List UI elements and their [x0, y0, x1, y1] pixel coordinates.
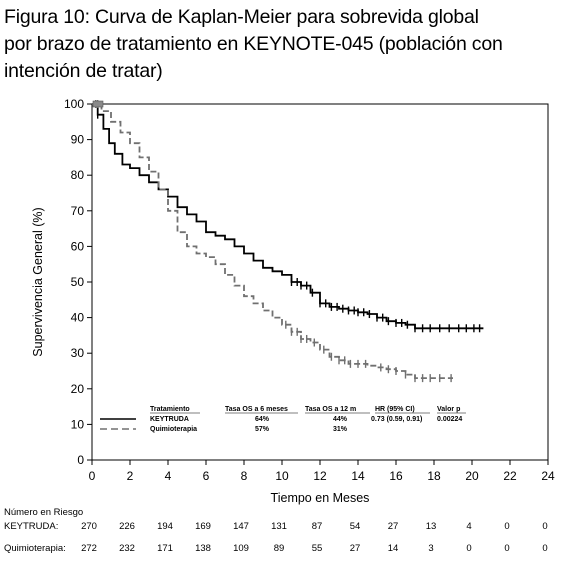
- legend-header-hr: HR (95% CI): [375, 406, 415, 413]
- y-tick-label: 100: [64, 97, 84, 111]
- risk-row-keytruda-label: KEYTRUDA:: [4, 521, 58, 532]
- keytruda-curve: [92, 103, 484, 330]
- risk-value: 54: [350, 521, 361, 532]
- risk-value: 0: [504, 521, 509, 532]
- y-axis-title: Supervivencia General (%): [31, 207, 45, 356]
- risk-value: 272: [81, 543, 97, 554]
- x-tick-label: 22: [503, 469, 517, 483]
- x-tick-label: 6: [203, 469, 210, 483]
- title-line-1: Figura 10: Curva de Kaplan-Meier para so…: [4, 6, 479, 28]
- y-tick-label: 20: [71, 382, 85, 396]
- risk-value: 171: [157, 543, 173, 554]
- legend-header-os12: Tasa OS a 12 m: [305, 406, 356, 413]
- risk-value: 138: [195, 543, 211, 554]
- x-tick-label: 4: [165, 469, 172, 483]
- risk-value: 27: [388, 521, 399, 532]
- figure-title: Figura 10: Curva de Kaplan-Meier para so…: [4, 4, 557, 85]
- x-tick-label: 12: [313, 469, 327, 483]
- risk-value: 169: [195, 521, 211, 532]
- legend-table: Tratamiento Tasa OS a 6 meses Tasa OS a …: [100, 406, 466, 433]
- y-tick-label: 0: [77, 453, 84, 467]
- legend-row-keytruda-name: KEYTRUDA: [150, 416, 189, 423]
- x-tick-label: 24: [541, 469, 555, 483]
- survival-curves: [92, 100, 484, 383]
- y-tick-label: 10: [71, 417, 85, 431]
- risk-value: 232: [119, 543, 135, 554]
- risk-value: 226: [119, 521, 135, 532]
- risk-value: 0: [466, 543, 471, 554]
- y-tick-label: 70: [71, 204, 85, 218]
- x-tick-label: 0: [89, 469, 96, 483]
- risk-table: Número en Riesgo KEYTRUDA: Quimioterapia…: [4, 507, 548, 554]
- risk-value: 14: [388, 543, 399, 554]
- legend-header-tratamiento: Tratamiento: [150, 406, 190, 413]
- legend-row-quimioterapia-os6: 57%: [255, 426, 270, 433]
- x-tick-label: 18: [427, 469, 441, 483]
- legend-row-keytruda-p: 0.00224: [437, 416, 462, 423]
- legend-header-p: Valor p: [437, 406, 460, 413]
- risk-value: 147: [233, 521, 249, 532]
- risk-value: 3: [428, 543, 433, 554]
- x-tick-label: 14: [351, 469, 365, 483]
- risk-value: 0: [542, 543, 547, 554]
- x-tick-label: 2: [127, 469, 134, 483]
- x-tick-label: 20: [465, 469, 479, 483]
- y-tick-label: 60: [71, 239, 85, 253]
- risk-value: 27: [350, 543, 361, 554]
- y-tick-label: 30: [71, 346, 85, 360]
- risk-value: 109: [233, 543, 249, 554]
- y-tick-label: 90: [71, 133, 85, 147]
- legend-row-keytruda-hr: 0.73 (0.59, 0.91): [371, 416, 422, 423]
- x-axis-title: Tiempo en Meses: [271, 491, 370, 505]
- x-axis: 0 2 4 6 8 10 12 14 16 18 20 22 24: [89, 460, 555, 483]
- quimioterapia-curve: [92, 103, 453, 379]
- legend-row-quimioterapia-name: Quimioterapia: [150, 426, 197, 433]
- risk-value: 13: [426, 521, 437, 532]
- legend-row-keytruda-os12: 44%: [333, 416, 348, 423]
- risk-value: 87: [312, 521, 323, 532]
- risk-value: 194: [157, 521, 173, 532]
- y-axis: 0 10 20 30 40 50 60 70 80 90 100: [64, 97, 92, 467]
- y-tick-label: 40: [71, 311, 85, 325]
- x-tick-label: 10: [275, 469, 289, 483]
- title-line-3: intención de tratar): [4, 60, 163, 82]
- legend-header-os6: Tasa OS a 6 meses: [225, 406, 288, 413]
- risk-value: 0: [542, 521, 547, 532]
- risk-value: 131: [271, 521, 287, 532]
- risk-table-title: Número en Riesgo: [4, 507, 83, 518]
- title-line-2: por brazo de tratamiento en KEYNOTE-045 …: [4, 33, 503, 55]
- x-tick-label: 8: [241, 469, 248, 483]
- legend-row-keytruda-os6: 64%: [255, 416, 270, 423]
- risk-row-quimioterapia-label: Quimioterapia:: [4, 543, 66, 554]
- y-tick-label: 80: [71, 168, 85, 182]
- risk-value: 0: [504, 543, 509, 554]
- risk-value: 55: [312, 543, 323, 554]
- legend-row-quimioterapia-os12: 31%: [333, 426, 348, 433]
- y-tick-label: 50: [71, 275, 85, 289]
- risk-value: 89: [274, 543, 285, 554]
- x-tick-label: 16: [389, 469, 403, 483]
- start-marker: [92, 100, 104, 108]
- risk-value: 4: [466, 521, 471, 532]
- risk-value: 270: [81, 521, 97, 532]
